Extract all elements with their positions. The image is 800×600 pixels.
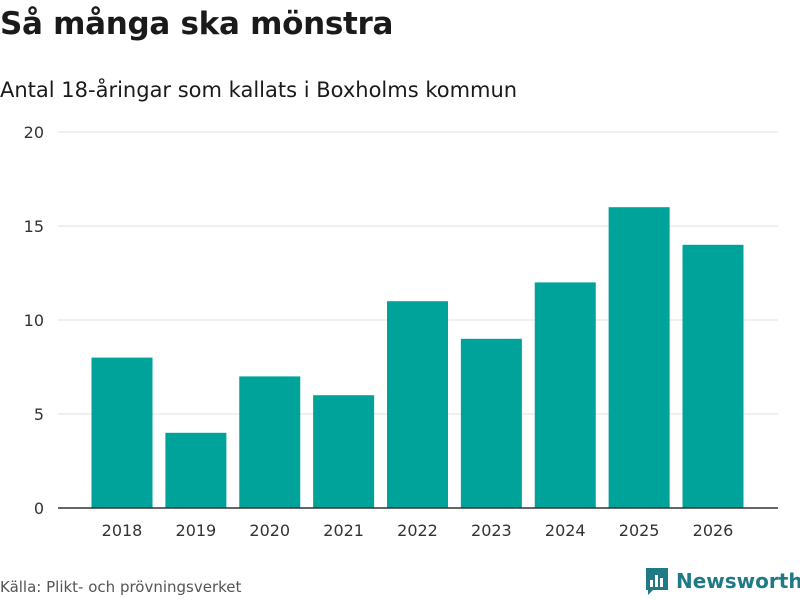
x-tick-label: 2018 — [102, 521, 143, 540]
x-axis-ticks: 2018 2019 2020 2021 2022 2023 2024 2025 2026 — [102, 521, 734, 540]
bar-2020 — [239, 376, 301, 508]
chart-title: Så många ska mönstra — [0, 6, 394, 42]
x-tick-label: 2019 — [176, 521, 217, 540]
x-tick-label: 2020 — [249, 521, 290, 540]
bar-chart: 0 5 10 15 20 2018 2019 2020 2021 2022 2023 2024 202… — [24, 123, 778, 540]
y-tick-label: 10 — [24, 311, 44, 330]
x-tick-label: 2025 — [619, 521, 660, 540]
bar-2024 — [534, 282, 596, 508]
bar-chart-logo-icon — [646, 568, 668, 595]
bar-2018 — [91, 357, 153, 508]
y-tick-label: 5 — [34, 405, 44, 424]
bar-2026 — [682, 244, 744, 509]
brand-name: Newsworthy — [676, 569, 800, 593]
x-tick-label: 2023 — [471, 521, 512, 540]
bar-2022 — [387, 301, 448, 508]
x-tick-label: 2026 — [693, 521, 734, 540]
bar-2019 — [165, 432, 227, 508]
y-tick-label: 20 — [24, 123, 44, 142]
source-note: Källa: Plikt- och prövningsverket — [0, 578, 242, 596]
bar-2023 — [460, 338, 522, 508]
x-tick-label: 2024 — [545, 521, 586, 540]
bars — [91, 207, 744, 509]
x-tick-label: 2022 — [397, 521, 438, 540]
brand-logo: Newsworthy — [644, 566, 800, 596]
bar-2025 — [608, 207, 670, 508]
chart-subtitle: Antal 18-åringar som kallats i Boxholms … — [0, 78, 518, 102]
y-axis-ticks: 0 5 10 15 20 — [24, 123, 44, 518]
x-tick-label: 2021 — [323, 521, 364, 540]
bar-2021 — [313, 395, 375, 508]
y-tick-label: 0 — [34, 499, 44, 518]
y-tick-label: 15 — [24, 217, 44, 236]
